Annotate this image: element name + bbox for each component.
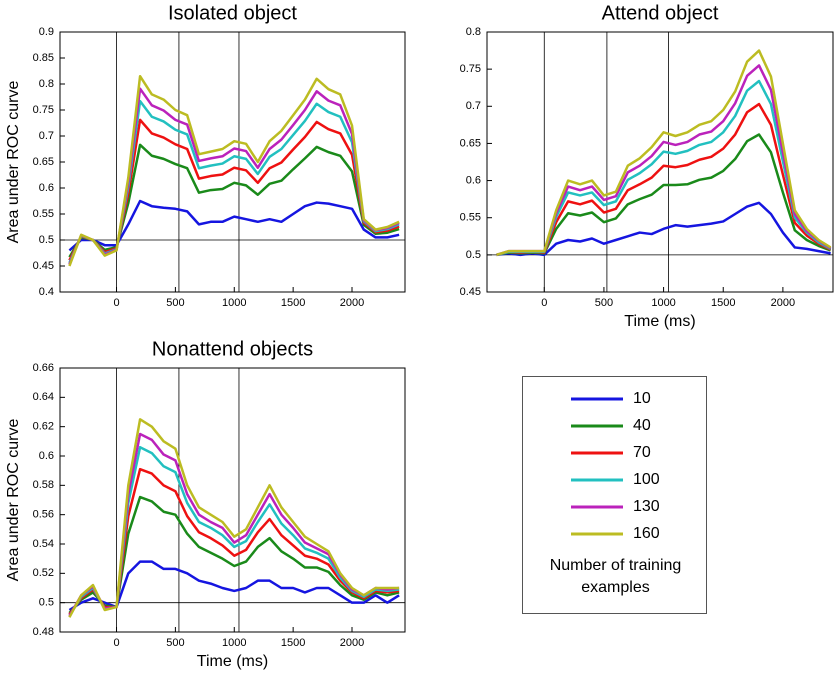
x-axis-label: Time (ms)	[197, 653, 268, 670]
x-tick-label: 0	[113, 297, 119, 309]
x-tick-label: 1500	[281, 297, 305, 309]
y-tick-label: 0.75	[33, 104, 54, 116]
legend-title: Number of training examples	[549, 557, 682, 596]
series-line	[68, 418, 400, 618]
y-tick-label: 0.7	[39, 130, 54, 142]
series-line	[68, 495, 400, 614]
x-tick-label: 500	[595, 297, 613, 309]
y-tick-label: 0.65	[33, 156, 54, 168]
x-tick-label: 0	[541, 297, 547, 309]
chart-title: Nonattend objects	[152, 338, 313, 360]
series-line	[68, 560, 400, 612]
y-tick-label: 0.85	[33, 52, 54, 64]
y-tick-label: 0.6	[466, 174, 481, 186]
series-line	[68, 199, 400, 252]
series-line	[496, 201, 831, 257]
y-tick-label: 0.45	[460, 286, 481, 298]
plot-frame	[486, 31, 834, 293]
y-tick-label: 0.52	[33, 567, 54, 579]
series-line	[68, 74, 400, 267]
x-axis-label: Time (ms)	[624, 313, 695, 330]
chart-title: Attend object	[602, 2, 719, 24]
y-axis-label: Area under ROC curve	[5, 419, 22, 582]
x-tick-label: 1000	[222, 297, 246, 309]
y-tick-label: 0.6	[39, 450, 54, 462]
y-tick-label: 0.62	[33, 421, 54, 433]
x-tick-label: 2000	[340, 297, 364, 309]
y-tick-label: 0.7	[466, 100, 481, 112]
x-tick-label: 1000	[222, 637, 246, 649]
series-line	[496, 133, 832, 257]
y-tick-label: 0.5	[39, 234, 54, 246]
y-tick-label: 0.5	[466, 249, 481, 261]
y-tick-label: 0.58	[33, 479, 54, 491]
legend-entries: 10 40 70 100 130 160	[571, 390, 660, 542]
x-tick-label: 1500	[281, 637, 305, 649]
legend-label: 70	[633, 444, 651, 461]
legend-label: 10	[633, 390, 651, 407]
y-tick-label: 0.64	[33, 391, 54, 403]
chart-title: Isolated object	[168, 2, 297, 24]
x-tick-label: 1000	[651, 297, 675, 309]
plot-frame	[59, 31, 406, 293]
y-tick-label: 0.56	[33, 509, 54, 521]
y-tick-label: 0.55	[460, 212, 481, 224]
y-tick-label: 0.8	[466, 26, 481, 38]
x-tick-label: 500	[166, 637, 184, 649]
y-axis-label: Area under ROC curve	[5, 81, 22, 244]
legend-label: 40	[633, 417, 651, 434]
y-tick-label: 0.75	[460, 63, 481, 75]
y-tick-label: 0.45	[33, 260, 54, 272]
plot-frame	[59, 367, 406, 633]
y-tick-label: 0.8	[39, 78, 54, 90]
y-tick-label: 0.48	[33, 626, 54, 638]
y-tick-label: 0.9	[39, 26, 54, 38]
x-tick-label: 0	[113, 637, 119, 649]
x-tick-label: 2000	[340, 637, 364, 649]
y-tick-label: 0.5	[39, 597, 54, 609]
y-tick-label: 0.66	[33, 362, 54, 374]
y-tick-label: 0.54	[33, 538, 54, 550]
y-tick-label: 0.6	[39, 182, 54, 194]
legend-label: 160	[633, 525, 660, 542]
y-tick-label: 0.4	[39, 286, 54, 298]
x-tick-label: 2000	[771, 297, 795, 309]
x-tick-label: 1500	[711, 297, 735, 309]
y-tick-label: 0.55	[33, 208, 54, 220]
series-line	[496, 49, 832, 257]
legend-label: 130	[633, 498, 660, 515]
x-tick-label: 500	[166, 297, 184, 309]
legend-label: 100	[633, 471, 660, 488]
legend: 10 40 70 100 130 160 Number of training examp…	[522, 376, 707, 614]
y-tick-label: 0.65	[460, 137, 481, 149]
